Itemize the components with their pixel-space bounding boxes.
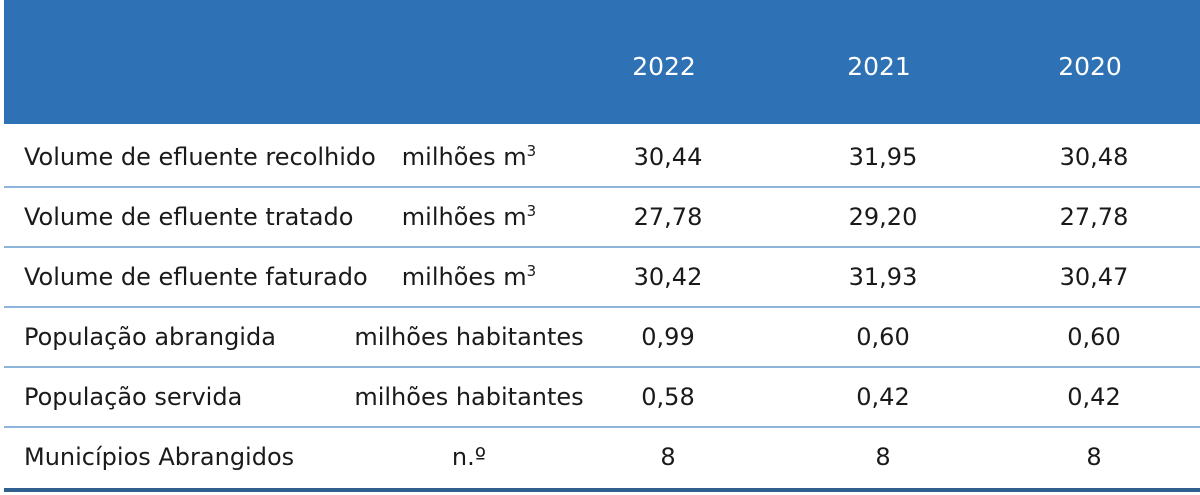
value-2021: 31,93 — [848, 263, 918, 291]
column-header-2020: 2020 — [1058, 52, 1122, 81]
row-label: Volume de efluente faturado — [24, 263, 368, 291]
row-unit: milhões m3 — [401, 142, 537, 171]
table-row: População abrangida milhões habitantes 0… — [4, 308, 1200, 368]
value-2022: 30,44 — [633, 143, 703, 171]
value-2020: 8 — [1086, 443, 1102, 471]
value-2022: 0,99 — [641, 323, 695, 351]
column-header-2021: 2021 — [847, 52, 911, 81]
row-label: Volume de efluente recolhido — [24, 143, 376, 171]
value-2020: 0,42 — [1067, 383, 1121, 411]
value-2021: 29,20 — [848, 203, 918, 231]
table-row: Volume de efluente tratado milhões m3 27… — [4, 188, 1200, 248]
value-2021: 0,60 — [856, 323, 910, 351]
value-2020: 30,47 — [1059, 263, 1129, 291]
row-unit: n.º — [451, 443, 487, 471]
table-row: Volume de efluente faturado milhões m3 3… — [4, 248, 1200, 308]
value-2022: 8 — [660, 443, 676, 471]
value-2021: 0,42 — [856, 383, 910, 411]
table-row: População servida milhões habitantes 0,5… — [4, 368, 1200, 428]
row-unit: milhões habitantes — [354, 383, 584, 411]
row-label: Municípios Abrangidos — [24, 443, 295, 471]
row-label: Volume de efluente tratado — [24, 203, 354, 231]
value-2022: 27,78 — [633, 203, 703, 231]
value-2022: 30,42 — [633, 263, 703, 291]
value-2020: 30,48 — [1059, 143, 1129, 171]
row-label: População abrangida — [24, 323, 276, 351]
table-header: 2022 2021 2020 — [4, 0, 1200, 124]
table-row: Volume de efluente recolhido milhões m3 … — [4, 128, 1200, 188]
value-2021: 31,95 — [848, 143, 918, 171]
value-2020: 0,60 — [1067, 323, 1121, 351]
table-row: Municípios Abrangidos n.º 8 8 8 — [4, 428, 1200, 492]
row-unit: milhões m3 — [401, 262, 537, 291]
column-header-2022: 2022 — [632, 52, 696, 81]
row-unit: milhões m3 — [401, 202, 537, 231]
value-2021: 8 — [875, 443, 891, 471]
value-2020: 27,78 — [1059, 203, 1129, 231]
value-2022: 0,58 — [641, 383, 695, 411]
row-label: População servida — [24, 383, 243, 411]
row-unit: milhões habitantes — [354, 323, 584, 351]
